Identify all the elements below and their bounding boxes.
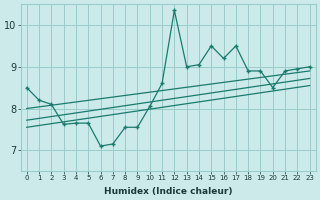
X-axis label: Humidex (Indice chaleur): Humidex (Indice chaleur) [104,187,232,196]
